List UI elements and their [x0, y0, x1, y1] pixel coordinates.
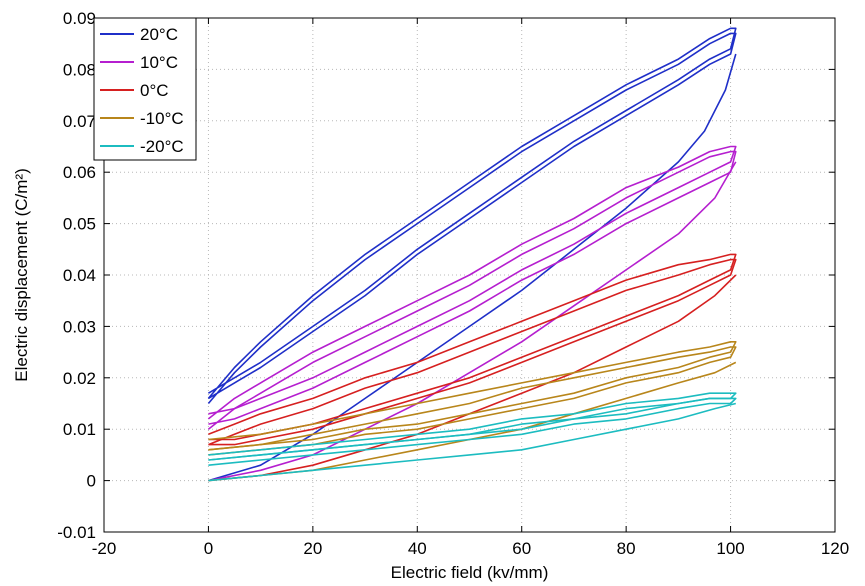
series-line [207, 27, 737, 399]
legend-label: 10°C [140, 53, 178, 72]
tick-labels: -20 0 20 40 60 80 100 120 -0.01 0 0.01 0.02 0.03 0.04… [57, 9, 849, 558]
series-line [208, 346, 737, 456]
x-tick-label: 120 [821, 539, 849, 558]
legend-item: 10°C [100, 53, 178, 72]
series-line [208, 402, 736, 482]
x-axis-label: Electric field (kv/mm) [391, 563, 549, 582]
y-tick-label: 0.05 [63, 215, 96, 234]
series-line [208, 258, 737, 446]
y-tick-label: 0.08 [63, 60, 96, 79]
series-3 [208, 253, 737, 482]
series-line [207, 32, 737, 405]
x-tick-label: 100 [716, 539, 744, 558]
legend-item: 0°C [100, 81, 169, 100]
series-line [207, 145, 737, 420]
series-line [208, 161, 737, 482]
x-tick-label: 80 [617, 539, 636, 558]
y-tick-label: 0.06 [63, 163, 96, 182]
series-line [208, 341, 737, 451]
series-5 [208, 392, 737, 482]
legend-label: -10°C [140, 109, 184, 128]
x-tick-label: 60 [512, 539, 531, 558]
legend-item: -10°C [100, 109, 184, 128]
y-tick-label: 0.07 [63, 112, 96, 131]
y-tick-label: 0.09 [63, 9, 96, 28]
y-tick-label: 0.03 [63, 317, 96, 336]
series-2 [207, 145, 737, 482]
series-line [208, 274, 737, 482]
legend-item: 20°C [100, 25, 178, 44]
y-tick-label: -0.01 [57, 523, 96, 542]
x-tick-label: 20 [303, 539, 322, 558]
x-tick-label: 0 [204, 539, 213, 558]
legend-label: 20°C [140, 25, 178, 44]
plot-area [207, 27, 737, 482]
x-tick-label: 40 [408, 539, 427, 558]
x-tick-label: -20 [92, 539, 117, 558]
legend-item: -20°C [100, 137, 184, 156]
legend-label: 0°C [140, 81, 169, 100]
y-tick-label: 0.04 [63, 266, 96, 285]
y-tick-label: 0 [87, 472, 96, 491]
series-line [208, 253, 737, 441]
y-tick-label: 0.02 [63, 369, 96, 388]
legend-label: -20°C [140, 137, 184, 156]
series-line [208, 392, 737, 461]
series-line [207, 150, 737, 430]
y-axis-label: Electric displacement (C/m²) [12, 168, 31, 382]
legend: 20°C 10°C 0°C -10°C -20°C [93, 17, 197, 161]
y-tick-label: 0.01 [63, 420, 96, 439]
